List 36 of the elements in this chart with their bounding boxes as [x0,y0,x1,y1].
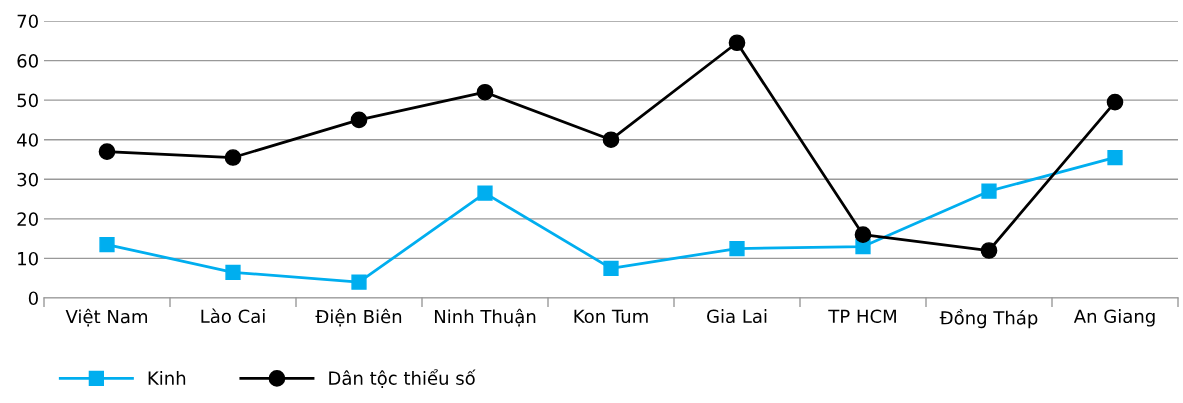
y-tick-label: 60 [17,54,38,68]
y-tick-label: 0 [28,291,38,306]
point [728,34,746,52]
x-tick-label: Việt Nam [65,308,147,327]
point [603,260,619,276]
point [476,83,494,101]
point [854,226,872,244]
point [602,131,620,149]
point [351,274,367,290]
point [225,264,241,280]
x-tick-label: An Giang [1073,309,1155,327]
x-tick-label: Kon Tum [574,309,648,324]
x-tick-label: TP HCM [828,309,896,324]
point [477,185,493,201]
point [980,242,998,259]
point [350,111,368,129]
x-tick-label: Gia Lai [707,309,767,324]
point [981,183,997,199]
x-tick-label: Điện Biên [315,308,402,327]
point [224,149,242,166]
y-tick-label: 20 [17,212,38,226]
x-tick-label: Ninh Thuận [434,308,536,327]
y-tick-label: 70 [17,14,38,29]
point [1107,149,1123,166]
legend-label: Dân tộc thiểu số [329,369,476,389]
y-tick-label: 10 [18,251,38,266]
y-tick-label: 40 [17,133,38,147]
point [1106,93,1124,111]
point [99,236,115,253]
y-tick-label: 30 [17,172,38,187]
point [729,240,745,257]
x-tick-label: Đồng Tháp [939,309,1038,329]
legend-label: Kinh [148,371,186,385]
x-tick-label: Lào Cai [201,308,265,324]
point [98,143,116,160]
y-tick-label: 50 [17,93,38,108]
